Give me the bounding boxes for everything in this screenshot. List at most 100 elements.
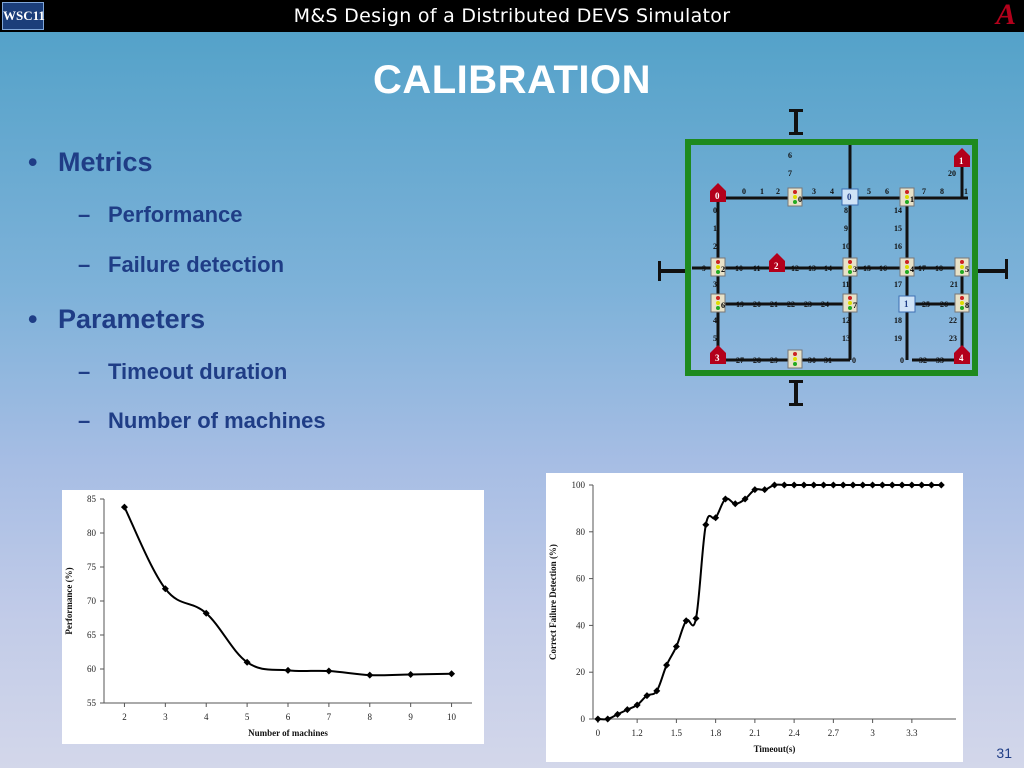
bullet-label: Parameters [58, 304, 206, 334]
data-point [741, 495, 749, 503]
svg-text:15: 15 [863, 264, 871, 273]
x-axis-label: Timeout(s) [754, 744, 796, 754]
svg-text:17: 17 [894, 280, 902, 289]
svg-text:0: 0 [852, 356, 856, 365]
svg-text:18: 18 [935, 264, 943, 273]
data-point [771, 481, 778, 489]
data-point [888, 481, 896, 489]
title-bar: WSC11 M&S Design of a Distributed DEVS S… [0, 0, 1024, 32]
sub-bullet-machines: – Number of machines [78, 408, 326, 434]
sub-bullet-label: Failure detection [108, 252, 285, 277]
traffic-light-icon [787, 349, 803, 369]
svg-text:16: 16 [879, 264, 887, 273]
x-tick-label: 4 [204, 712, 209, 722]
slide-title: CALIBRATION [372, 58, 652, 102]
x-axis-label: Number of machines [248, 728, 328, 738]
svg-text:2: 2 [713, 242, 717, 251]
blue-sign-label: 1 [904, 299, 909, 309]
data-point [927, 481, 935, 489]
x-tick-label: 0 [596, 728, 601, 738]
house-icon: 2 [769, 253, 785, 272]
traffic-light-icon: 0 [787, 187, 803, 207]
presentation-title: M&S Design of a Distributed DEVS Simulat… [293, 5, 731, 27]
x-tick-label: 2 [122, 712, 127, 722]
svg-text:1: 1 [760, 187, 764, 196]
dash-icon: – [78, 359, 91, 384]
x-tick-label: 1.8 [710, 728, 722, 738]
sub-bullet-label: Performance [108, 202, 243, 227]
x-tick-label: 3.3 [906, 728, 918, 738]
series-line [597, 483, 942, 721]
svg-text:9: 9 [844, 224, 848, 233]
blue-sign-icon: 0 [841, 188, 859, 206]
data-point [898, 481, 906, 489]
svg-text:8: 8 [940, 187, 944, 196]
y-tick-label: 55 [87, 698, 97, 708]
traffic-light-icon: 7 [842, 293, 858, 313]
traffic-light-icon: 8 [954, 293, 970, 313]
house-icons: 0 1 2 3 4 [710, 148, 970, 364]
svg-text:26: 26 [940, 300, 948, 309]
light-label: 4 [910, 265, 914, 274]
sub-bullet-performance: – Performance [78, 202, 243, 228]
light-label: 1 [910, 195, 914, 204]
svg-text:7: 7 [788, 169, 792, 178]
data-point [800, 481, 808, 489]
dash-icon: – [78, 408, 91, 433]
sub-bullet-timeout: – Timeout duration [78, 359, 287, 385]
light-label: 5 [965, 265, 969, 274]
bullet-dot-icon: • [28, 147, 38, 177]
data-point [202, 609, 210, 617]
data-point [633, 701, 641, 709]
data-point [820, 481, 828, 489]
bullet-dot-icon: • [28, 304, 38, 334]
svg-text:21: 21 [950, 280, 958, 289]
data-point [692, 614, 700, 622]
traffic-light-icon: 5 [954, 257, 970, 277]
data-point [604, 715, 612, 723]
x-tick-label: 3 [870, 728, 875, 738]
y-tick-label: 40 [576, 620, 586, 630]
traffic-light-icon: 2 [710, 257, 726, 277]
y-tick-label: 75 [87, 562, 97, 572]
svg-text:3: 3 [812, 187, 816, 196]
traffic-light-icon: 1 [899, 187, 915, 207]
data-point [878, 481, 886, 489]
x-tick-label: 1.2 [632, 728, 643, 738]
traffic-light-icon: 3 [842, 257, 858, 277]
y-tick-label: 0 [581, 714, 586, 724]
blue-sign-icons: 0 1 [841, 188, 916, 313]
svg-text:10: 10 [735, 264, 743, 273]
y-tick-label: 100 [572, 480, 586, 490]
region-boundary [685, 139, 978, 376]
series-line [123, 506, 452, 677]
house-label: 1 [959, 156, 964, 166]
x-tick-label: 5 [245, 712, 250, 722]
data-point [448, 670, 456, 678]
data-point [721, 495, 729, 503]
svg-text:13: 13 [842, 334, 850, 343]
svg-text:1: 1 [964, 187, 968, 196]
blue-sign-label: 0 [847, 192, 852, 202]
svg-text:19: 19 [736, 300, 744, 309]
data-point [810, 481, 818, 489]
data-point [407, 670, 415, 678]
svg-text:8: 8 [844, 206, 848, 215]
svg-text:23: 23 [804, 300, 812, 309]
x-tick-label: 3 [163, 712, 168, 722]
svg-text:29: 29 [770, 356, 778, 365]
data-point [849, 481, 857, 489]
x-tick-label: 2.1 [749, 728, 760, 738]
svg-text:18: 18 [894, 316, 902, 325]
y-tick-label: 60 [576, 574, 586, 584]
data-point [712, 514, 720, 522]
house-label: 3 [715, 353, 720, 363]
svg-text:3: 3 [713, 280, 717, 289]
sub-bullet-label: Number of machines [108, 408, 326, 433]
light-label: 2 [721, 265, 725, 274]
data-point [937, 481, 945, 489]
data-point [761, 486, 769, 494]
data-point [120, 503, 128, 511]
svg-text:0: 0 [742, 187, 746, 196]
svg-text:12: 12 [791, 264, 799, 273]
